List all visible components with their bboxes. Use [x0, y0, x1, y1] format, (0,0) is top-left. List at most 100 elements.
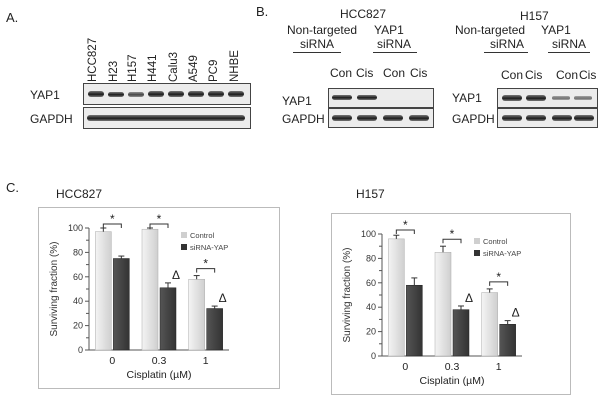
lane-label-cis: Cis [579, 68, 597, 82]
x-axis-label: Cisplatin (µM) [127, 369, 192, 381]
cell-line-title-h157: H157 [520, 9, 549, 23]
lane-label-cis: Cis [356, 66, 374, 80]
lane-label-a: NHBE [229, 50, 241, 82]
band [552, 115, 572, 121]
group-underline [484, 52, 528, 53]
group-label-nontargeted: Non-targeted [287, 23, 358, 37]
band [502, 95, 522, 101]
lane-label-a: HCC827 [87, 37, 99, 82]
y-tick-label: 80 [73, 247, 83, 257]
bar-control [188, 278, 205, 351]
western-blot-gapdh-a [83, 107, 251, 129]
band [88, 91, 104, 97]
row-label-gapdh-b1: GAPDH [282, 112, 325, 126]
western-blot-yap1-a [83, 83, 251, 105]
x-tick-label: 1 [203, 355, 209, 367]
bar-chart-h157: 0 20 40 60 80 100 Surviving fraction (%) * 0 * Δ 0.… [342, 218, 522, 387]
significance-star: * [203, 257, 208, 271]
lane-label-con: Con [330, 66, 353, 80]
band [332, 115, 352, 121]
y-tick-label: 60 [366, 278, 376, 288]
band [526, 95, 546, 101]
significance-star: * [403, 218, 408, 232]
y-axis-label: Surviving fraction (%) [342, 247, 353, 342]
x-axis-label: Cisplatin (µM) [420, 375, 485, 387]
delta-marker: Δ [512, 306, 520, 320]
bar-control [388, 238, 405, 357]
x-tick-label: 0.3 [152, 355, 167, 367]
bar-control [95, 231, 112, 351]
band [128, 92, 144, 97]
legend-swatch-control [181, 232, 187, 238]
y-tick-label: 80 [366, 253, 376, 263]
group-underline [293, 52, 341, 53]
y-tick-label: 20 [366, 327, 376, 337]
band [332, 95, 352, 100]
panel-c-label: C. [6, 180, 19, 195]
significance-star: * [110, 212, 115, 226]
lane-label-a: A549 [188, 55, 200, 82]
significance-star: * [450, 227, 455, 241]
row-label-yap1-b2: YAP1 [452, 91, 482, 105]
legend-label-control: Control [483, 237, 508, 246]
y-tick-label: 100 [361, 229, 376, 239]
bar-sirna-yap [113, 258, 130, 351]
group-underline [548, 52, 590, 53]
band [574, 115, 594, 121]
legend-label-control: Control [190, 231, 215, 240]
x-tick-label: 1 [496, 361, 502, 373]
bar-sirna-yap [452, 309, 470, 357]
band [108, 92, 124, 97]
y-axis-label: Surviving fraction (%) [49, 241, 60, 336]
bar-sirna-yap [406, 284, 423, 357]
western-blot-gapdh-hcc827 [328, 108, 434, 128]
legend-swatch-control [474, 238, 480, 244]
chart-title-hcc827: HCC827 [56, 187, 103, 201]
lane-label-con: Con [556, 68, 579, 82]
group-label-sirna: siRNA [490, 37, 525, 51]
row-label-yap1-b1: YAP1 [282, 94, 312, 108]
legend-swatch-sirna [181, 244, 187, 250]
significance-star: * [496, 270, 501, 284]
row-label-gapdh-b2: GAPDH [452, 112, 495, 126]
y-tick-label: 60 [73, 272, 83, 282]
bar-chart-hcc827: 0 20 40 60 80 100 Surviving fraction (%) * 0 * Δ 0.… [49, 212, 229, 381]
bar-sirna-yap [159, 287, 177, 351]
y-tick-label: 20 [73, 321, 83, 331]
lane-label-a: Calu3 [168, 51, 180, 82]
lane-label-a: H441 [147, 54, 159, 83]
band [188, 91, 204, 97]
delta-marker: Δ [219, 291, 227, 305]
band [526, 115, 546, 121]
group-label-nontargeted: Non-targeted [455, 23, 526, 37]
lane-label-a: PC9 [208, 59, 220, 82]
significance-bracket [149, 223, 169, 228]
legend-label-sirna: siRNA-YAP [483, 249, 521, 258]
group-label-sirna: siRNA [552, 37, 587, 51]
x-tick-label: 0 [109, 355, 115, 367]
significance-bracket [102, 223, 122, 228]
row-label-yap1-a: YAP1 [30, 88, 60, 102]
band [502, 115, 522, 121]
panel-a-label: A. [6, 10, 19, 25]
y-tick-label: 40 [73, 296, 83, 306]
bar-control [141, 228, 159, 351]
significance-bracket [395, 229, 415, 234]
lane-label-a: H157 [127, 54, 139, 83]
lane-label-con: Con [501, 68, 524, 82]
western-blot-yap1-hcc827 [328, 88, 434, 108]
legend-label-sirna: siRNA-YAP [190, 243, 228, 252]
legend-swatch-sirna [474, 250, 480, 256]
bar-control [481, 292, 498, 357]
band [87, 115, 245, 121]
delta-marker: Δ [465, 291, 473, 305]
x-tick-label: 0.3 [445, 361, 460, 373]
chart-title-h157: H157 [356, 187, 385, 201]
band [552, 96, 570, 100]
group-label-sirna: siRNA [300, 37, 335, 51]
y-tick-label: 40 [366, 302, 376, 312]
group-label-sirna: siRNA [377, 37, 412, 51]
band [357, 95, 377, 100]
lane-label-a: H23 [108, 60, 120, 82]
band [574, 96, 592, 100]
